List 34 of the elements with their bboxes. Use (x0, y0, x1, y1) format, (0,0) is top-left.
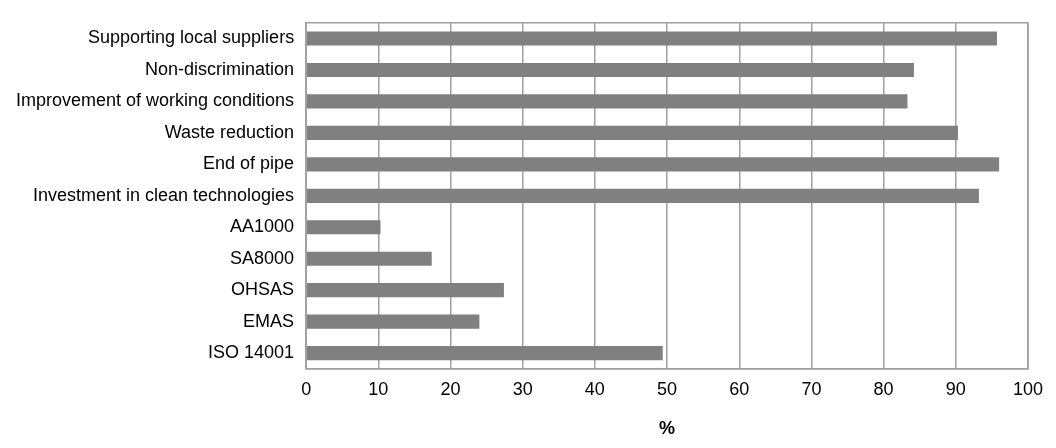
bar (306, 283, 504, 298)
bar (306, 346, 663, 361)
bar (306, 125, 958, 140)
bar (306, 31, 997, 46)
bar (306, 251, 432, 266)
y-tick-label: Supporting local suppliers (88, 27, 295, 48)
y-tick-label: AA1000 (230, 216, 295, 237)
bar (306, 314, 480, 329)
bar (306, 220, 381, 235)
x-tick-label: 70 (801, 378, 822, 399)
y-tick-label: EMAS (243, 310, 295, 331)
x-tick-label: 80 (873, 378, 894, 399)
bar (306, 94, 908, 109)
x-tick-label: 50 (657, 378, 678, 399)
x-axis-title: % (659, 418, 676, 439)
y-tick-label: Waste reduction (164, 121, 295, 142)
x-tick-label: 0 (301, 378, 312, 399)
x-tick-label: 10 (368, 378, 389, 399)
x-tick-label: 30 (512, 378, 533, 399)
bar (306, 157, 1000, 172)
y-tick-label: OHSAS (231, 279, 295, 300)
bar (306, 62, 914, 78)
y-tick-label: End of pipe (203, 153, 295, 174)
y-tick-label: SA8000 (230, 247, 295, 268)
x-tick-label: 100 (1012, 378, 1044, 399)
y-tick-label: Investment in clean technologies (32, 184, 295, 205)
x-tick-label: 90 (945, 378, 966, 399)
x-tick-label: 60 (729, 378, 750, 399)
bar (306, 188, 979, 203)
x-tick-label: 20 (440, 378, 461, 399)
y-tick-label: Non-discrimination (145, 58, 295, 79)
x-tick-label: 40 (584, 378, 605, 399)
y-tick-label: ISO 14001 (208, 342, 295, 363)
y-tick-label: Improvement of working conditions (15, 90, 295, 111)
